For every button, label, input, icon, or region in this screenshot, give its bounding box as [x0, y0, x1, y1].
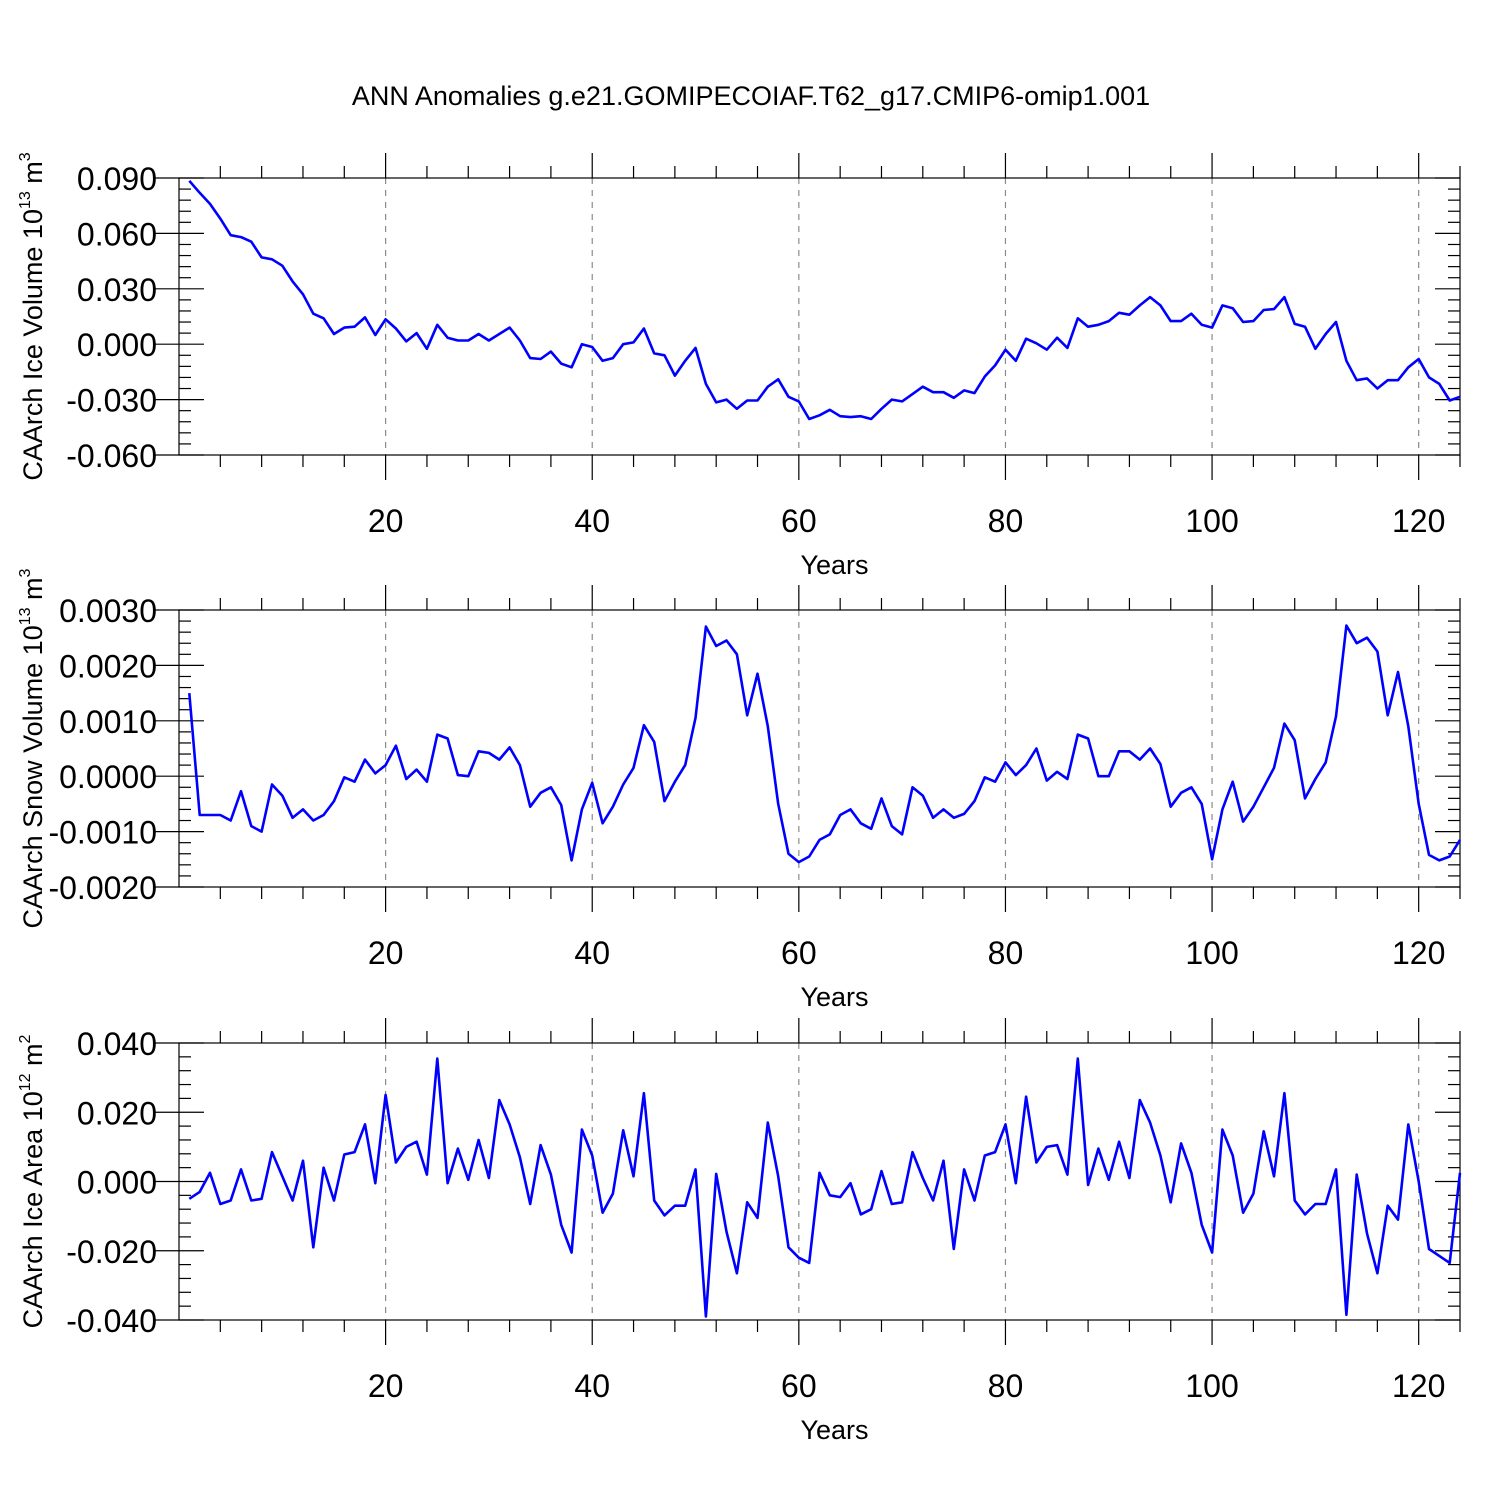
- y-axis-label: CAArch Snow Volume 1013 m3: [17, 568, 48, 928]
- y-tick-label: 0.0010: [59, 704, 157, 740]
- x-tick-label: 100: [1185, 503, 1238, 539]
- y-tick-label: -0.020: [66, 1234, 157, 1270]
- x-axis-label: Years: [800, 1415, 868, 1445]
- y-tick-label: 0.0000: [59, 759, 157, 795]
- series-line: [188, 1057, 1462, 1318]
- x-tick-label: 60: [781, 935, 817, 971]
- y-tick-label: -0.060: [66, 438, 157, 474]
- y-tick-label: 0.060: [77, 216, 157, 252]
- x-tick-label: 60: [781, 1368, 817, 1404]
- plot-frame: [178, 609, 1461, 888]
- y-tick-label: 0.0020: [59, 648, 157, 684]
- x-tick-label: 100: [1185, 935, 1238, 971]
- panel-2: 20 40 60 80 100 120 -0.0020 -0.0010 0.0000 0.0010…: [17, 568, 1462, 1012]
- x-tick-label: 20: [368, 503, 404, 539]
- chart-title: ANN Anomalies g.e21.GOMIPECOIAF.T62_g17.…: [352, 81, 1150, 111]
- x-tick-label: 120: [1392, 935, 1445, 971]
- panel-1: 20 40 60 80 100 120 -0.060 -0.030 0.000 0.030 0.06…: [17, 152, 1461, 580]
- panels: 20 40 60 80 100 120 -0.060 -0.030 0.000 0.030 0.06…: [17, 152, 1462, 1445]
- y-tick-label: -0.0020: [48, 870, 157, 906]
- y-tick-label: 0.090: [77, 161, 157, 197]
- x-tick-label: 40: [574, 503, 610, 539]
- y-tick-label: 0.040: [77, 1026, 157, 1062]
- y-axis-label: CAArch Ice Area 1012 m2: [17, 1034, 48, 1328]
- y-tick-label: 0.000: [77, 1165, 157, 1201]
- y-tick-label: -0.030: [66, 383, 157, 419]
- x-tick-label: 100: [1185, 1368, 1238, 1404]
- series-line: [188, 624, 1462, 864]
- x-tick-label: 80: [988, 1368, 1024, 1404]
- x-tick-label: 120: [1392, 503, 1445, 539]
- y-tick-label: 0.000: [77, 327, 157, 363]
- series-line: [188, 179, 1461, 421]
- x-axis-label: Years: [800, 982, 868, 1012]
- x-tick-label: 40: [574, 1368, 610, 1404]
- panel-3: 20 40 60 80 100 120 -0.040 -0.020 0.000 0.020 0.04…: [17, 1018, 1462, 1445]
- x-tick-label: 120: [1392, 1368, 1445, 1404]
- x-tick-label: 20: [368, 1368, 404, 1404]
- y-axis-label: CAArch Ice Volume 1013 m3: [17, 152, 48, 480]
- x-tick-label: 60: [781, 503, 817, 539]
- y-tick-label: 0.030: [77, 272, 157, 308]
- plot-frame: [178, 177, 1461, 456]
- y-tick-label: -0.0010: [48, 815, 157, 851]
- x-tick-label: 80: [988, 503, 1024, 539]
- y-tick-label: -0.040: [66, 1303, 157, 1339]
- x-tick-label: 40: [574, 935, 610, 971]
- x-axis-label: Years: [800, 550, 868, 580]
- x-tick-label: 80: [988, 935, 1024, 971]
- y-tick-label: 0.020: [77, 1095, 157, 1131]
- x-tick-label: 20: [368, 935, 404, 971]
- y-tick-label: 0.0030: [59, 593, 157, 629]
